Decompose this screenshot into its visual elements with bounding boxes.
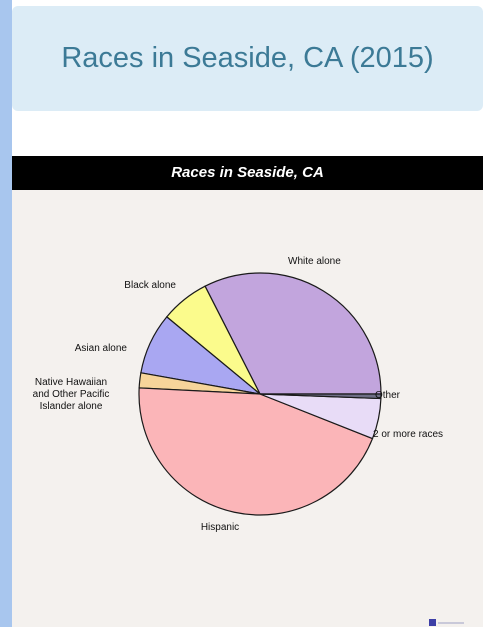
slice-label-2-or-more-races: 2 or more races [373, 429, 443, 440]
chart-frame: Races in Seaside, CA White alone Black al… [12, 156, 483, 627]
slice-label-black-alone: Black alone [124, 280, 176, 291]
watermark-line [438, 622, 464, 624]
slice-label-white-alone: White alone [288, 256, 341, 267]
chart-title-bar: Races in Seaside, CA [12, 156, 483, 190]
watermark-square-icon [429, 619, 436, 626]
page-header: Races in Seaside, CA (2015) [12, 6, 483, 111]
slice-label-native-hawaiian-and-other-pacific-islander-alone: Native Hawaiian and Other Pacific Islander… [33, 377, 110, 412]
slice-label-other: Other [375, 390, 401, 401]
page-title: Races in Seaside, CA (2015) [61, 42, 434, 74]
pie-chart: White alone Black alone Asian alone Native … [33, 256, 443, 533]
pie-slice-other [259, 393, 382, 400]
slice-label-asian-alone: Asian alone [75, 343, 128, 354]
pie-slice-white-alone [204, 272, 382, 395]
content-card: Races in Seaside, CA (2015) Races in Sea… [12, 0, 483, 627]
pie-slice-hispanic [138, 387, 374, 516]
chart-title: Races in Seaside, CA [171, 164, 324, 181]
slice-label-hispanic: Hispanic [201, 522, 239, 533]
watermark-logo [429, 617, 465, 627]
